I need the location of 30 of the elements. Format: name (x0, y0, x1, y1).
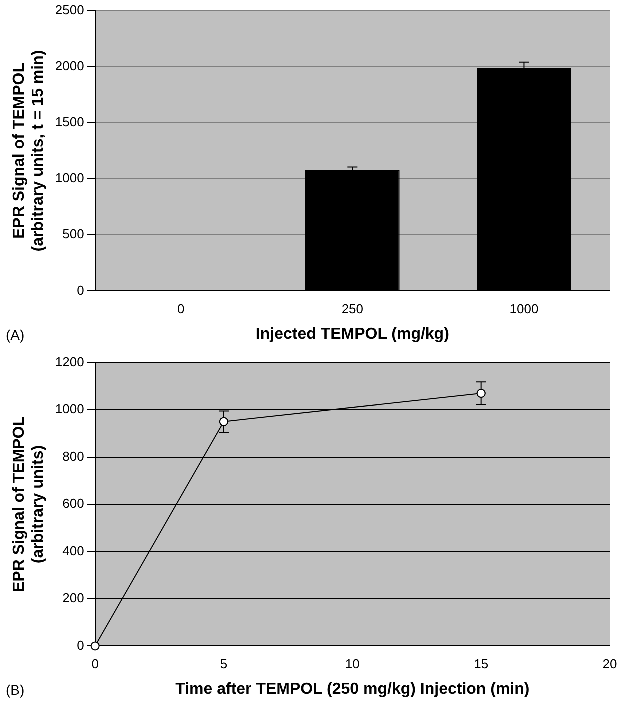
y-tick-label: 500 (62, 226, 84, 242)
x-axis-title: Injected TEMPOL (mg/kg) (256, 326, 450, 343)
x-tick-label: 15 (474, 656, 489, 672)
point (219, 417, 228, 426)
point (476, 389, 486, 398)
y-tick-label: 1200 (55, 354, 84, 370)
y-axis-title: EPR Signal of TEMPOL (arbitrary units) (11, 416, 48, 593)
y-tick-label: 1500 (55, 114, 84, 130)
y-tick-label: 600 (62, 496, 84, 512)
y-tick-label: 2500 (55, 2, 84, 18)
y-tick-label: 800 (62, 448, 84, 464)
y-tick-label: 400 (62, 543, 84, 558)
x-tick-label: 1000 (510, 302, 539, 317)
y-tick-label: 1000 (55, 402, 84, 417)
x-tick-label: 0 (177, 302, 185, 317)
text: (A) (6, 327, 25, 343)
x-tick-label: 5 (220, 656, 228, 672)
x-tick-label: 20 (602, 656, 618, 672)
x-tick-label: 10 (345, 656, 360, 672)
text: (B) (6, 682, 25, 698)
y-tick-label: 0 (77, 638, 84, 653)
point (90, 642, 100, 651)
x-tick-label: 0 (92, 656, 99, 672)
y-tick-label: 200 (62, 590, 84, 606)
x-axis-title: Time after TEMPOL (250 mg/kg) Injection (min) (176, 680, 530, 698)
y-axis-title: EPR Signal of TEMPOL (arbitrary units, t = 15 min) (11, 50, 48, 252)
y-tick-label: 0 (77, 282, 84, 298)
y-tick-label: 2000 (55, 58, 84, 74)
x-tick-label: 250 (342, 302, 364, 317)
y-tick-label: 1000 (55, 170, 84, 186)
